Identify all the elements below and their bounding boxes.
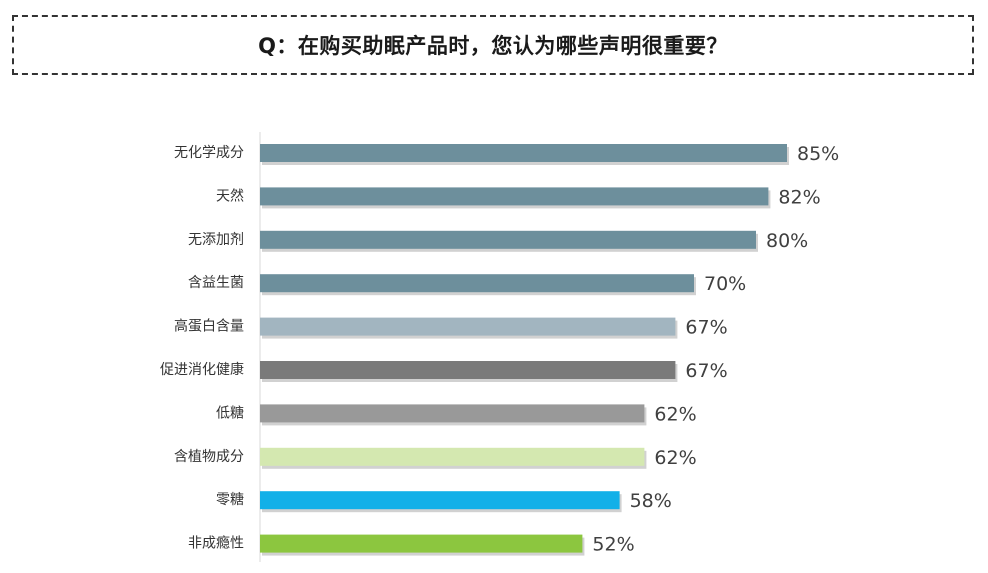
- bar: [260, 230, 756, 249]
- bar: [260, 447, 645, 466]
- value-label: 67%: [685, 360, 727, 382]
- category-label: 含植物成分: [174, 449, 244, 465]
- category-label: 非成瘾性: [188, 535, 244, 552]
- category-label: 高蛋白含量: [174, 318, 244, 335]
- category-label: 零糖: [216, 492, 244, 508]
- bar: [260, 274, 694, 293]
- category-label: 低糖: [216, 405, 244, 421]
- value-label: 58%: [630, 490, 672, 512]
- value-label: 80%: [766, 230, 808, 252]
- value-label: 70%: [704, 273, 746, 295]
- bar: [260, 317, 676, 336]
- bar: [260, 404, 645, 423]
- category-label: 无添加剂: [188, 232, 244, 248]
- category-label: 促进消化健康: [160, 361, 244, 378]
- category-label: 含益生菌: [188, 275, 244, 291]
- bars-layer: 无化学成分 85% 天然 82% 无添加剂 80% 含益生菌 70% 高蛋白含量 67% 促进消化健…: [160, 132, 839, 562]
- value-label: 67%: [685, 317, 727, 339]
- question-box: Q：在购买助眠产品时，您认为哪些声明很重要？: [12, 15, 974, 75]
- value-label: 52%: [592, 534, 634, 556]
- bar: [260, 361, 676, 379]
- bar: [260, 144, 787, 162]
- bar: [260, 187, 769, 206]
- question-title: Q：在购买助眠产品时，您认为哪些声明很重要？: [258, 34, 728, 58]
- value-label: 82%: [778, 186, 820, 208]
- value-label: 62%: [654, 447, 696, 469]
- value-label: 85%: [797, 143, 839, 165]
- category-label: 无化学成分: [174, 145, 244, 161]
- bar: [260, 534, 583, 553]
- category-label: 天然: [216, 187, 244, 204]
- bar: [260, 491, 620, 510]
- value-label: 62%: [654, 403, 696, 425]
